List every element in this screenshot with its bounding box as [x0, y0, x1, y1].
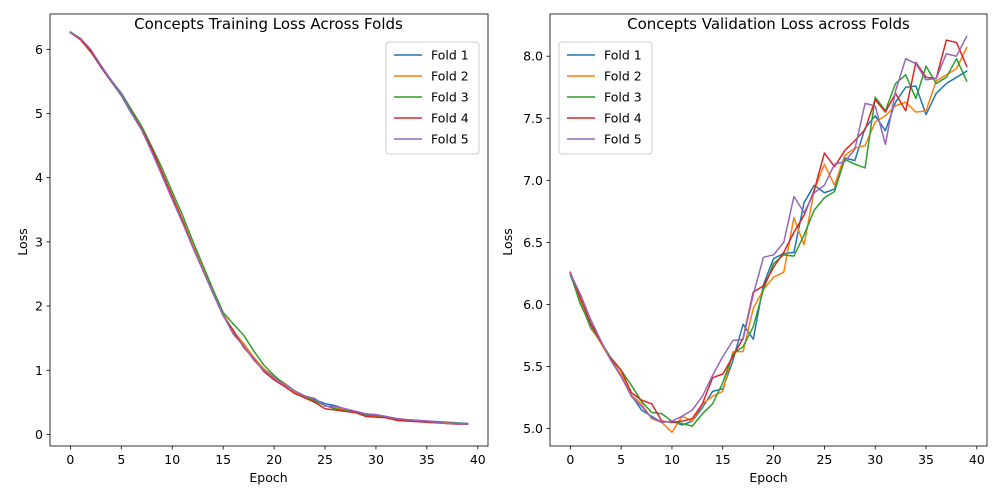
legend: Fold 1 Fold 2 Fold 3 Fold 4 Fold 5 [385, 41, 480, 155]
legend-label-fold-4: Fold 4 [604, 111, 642, 126]
y-tick-label: 7.0 [523, 173, 543, 188]
series-line-fold-5 [69, 31, 469, 425]
x-tick-label: 15 [715, 452, 731, 467]
legend-label-fold-1: Fold 1 [604, 48, 642, 63]
x-tick-label: 10 [664, 452, 680, 467]
y-tick-label: 4 [35, 170, 43, 185]
y-tick-label: 6.0 [523, 297, 543, 312]
legend-label-fold-5: Fold 5 [431, 132, 469, 147]
series-line-fold-2 [569, 46, 968, 434]
y-tick-label: 3 [35, 234, 43, 249]
series-line-fold-4 [569, 39, 968, 424]
x-tick-label: 10 [164, 452, 180, 467]
axes-frame [49, 13, 489, 447]
y-tick-label: 6 [35, 42, 43, 57]
y-tick-label: 5.0 [523, 421, 543, 436]
legend-label-fold-2: Fold 2 [431, 69, 469, 84]
training-loss-chart: Concepts Training Loss Across Folds Epoc… [15, 13, 489, 485]
x-tick-label: 35 [419, 452, 435, 467]
axes-frame [549, 13, 988, 447]
legend-label-fold-3: Fold 3 [604, 90, 642, 105]
series-lines [569, 35, 968, 434]
legend: Fold 1 Fold 2 Fold 3 Fold 4 Fold 5 [558, 41, 653, 155]
plot-area: 0 5 10 15 20 25 30 35 40 5.0 5.5 6.0 6.5 7.0 7.5 8.0 Fol… [523, 13, 988, 467]
validation-loss-chart: Concepts Validation Loss across Folds Ep… [500, 13, 988, 485]
legend-label-fold-5: Fold 5 [604, 132, 642, 147]
x-tick-label: 25 [317, 452, 333, 467]
series-lines [69, 30, 469, 425]
y-tick-label: 0 [35, 427, 43, 442]
x-tick-label: 0 [66, 452, 74, 467]
x-tick-label: 25 [816, 452, 832, 467]
x-tick-label: 35 [918, 452, 934, 467]
x-tick-label: 15 [215, 452, 231, 467]
x-tick-label: 40 [969, 452, 985, 467]
x-tick-label: 20 [266, 452, 282, 467]
x-tick-label: 40 [470, 452, 486, 467]
legend-label-fold-3: Fold 3 [431, 90, 469, 105]
x-tick-label: 0 [566, 452, 574, 467]
y-axis-label: Loss [500, 228, 515, 255]
legend-box [558, 41, 653, 155]
y-tick-label: 2 [35, 299, 43, 314]
y-tick-label: 5 [35, 106, 43, 121]
legend-label-fold-2: Fold 2 [604, 69, 642, 84]
x-tick-label: 30 [368, 452, 384, 467]
x-tick-label: 5 [117, 452, 125, 467]
chart-title: Concepts Training Loss Across Folds [134, 15, 403, 33]
y-tick-label: 6.5 [523, 235, 543, 250]
y-tick-label: 1 [35, 363, 43, 378]
series-line-fold-1 [569, 70, 968, 426]
y-tick-label: 8.0 [523, 49, 543, 64]
y-tick-label: 7.5 [523, 111, 543, 126]
y-axis-label: Loss [15, 228, 30, 255]
legend-label-fold-1: Fold 1 [431, 48, 469, 63]
x-axis-label: Epoch [249, 470, 287, 485]
chart-title: Concepts Validation Loss across Folds [627, 15, 910, 33]
y-tick-label: 5.5 [523, 359, 543, 374]
x-axis-label: Epoch [749, 470, 787, 485]
x-tick-label: 30 [867, 452, 883, 467]
legend-label-fold-4: Fold 4 [431, 111, 469, 126]
x-tick-label: 5 [617, 452, 625, 467]
legend-box [385, 41, 480, 155]
x-tick-label: 20 [766, 452, 782, 467]
series-line-fold-5 [569, 35, 968, 424]
